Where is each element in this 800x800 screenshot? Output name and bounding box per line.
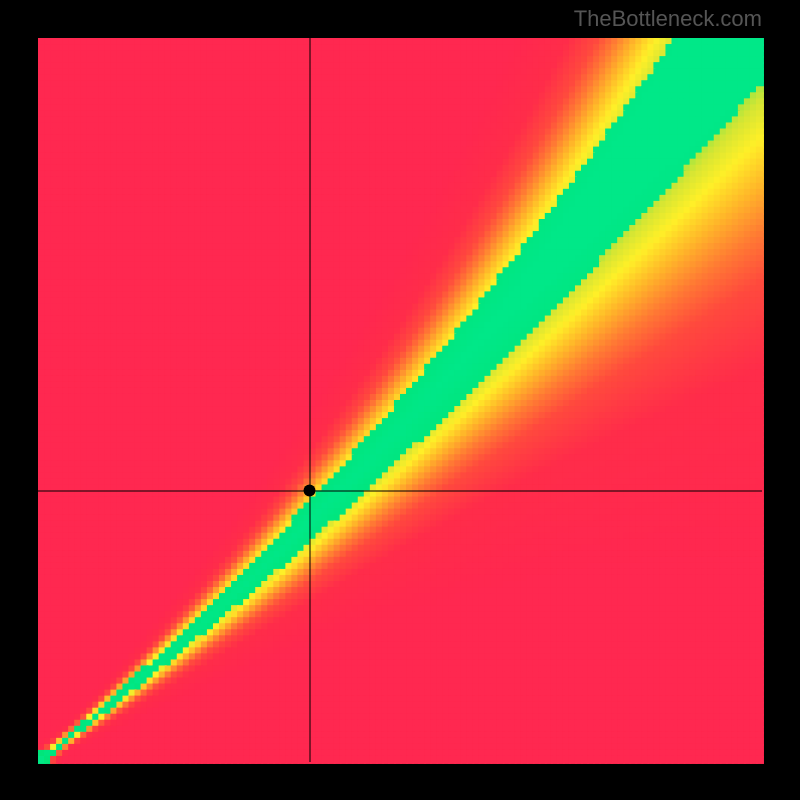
chart-container: TheBottleneck.com xyxy=(0,0,800,800)
bottleneck-heatmap xyxy=(0,0,800,800)
watermark-label: TheBottleneck.com xyxy=(574,6,762,32)
